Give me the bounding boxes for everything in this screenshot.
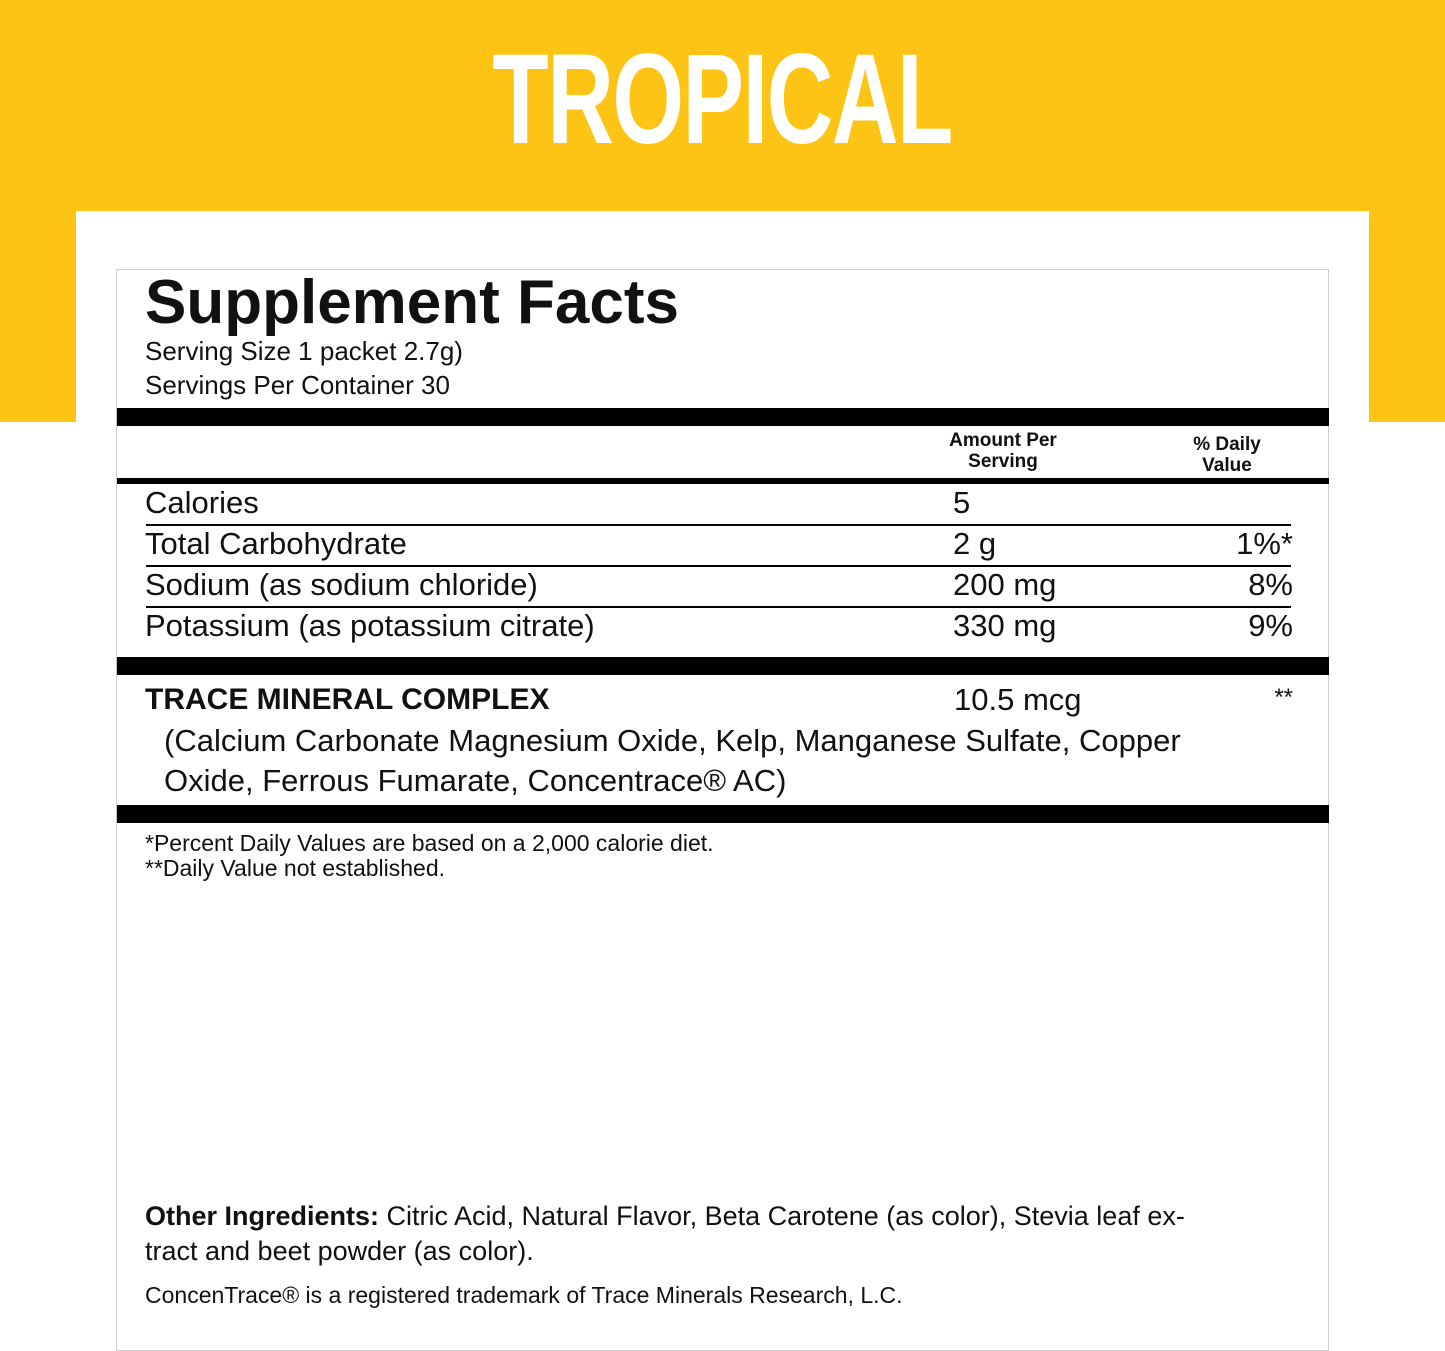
other-ingredients: Other Ingredients: Citric Acid, Natural … <box>145 1201 1185 1231</box>
row-amount: 200 mg <box>953 567 1057 602</box>
row-name: Calories <box>145 485 259 520</box>
divider-thick <box>117 408 1329 426</box>
row-amount: 5 <box>953 485 971 520</box>
complex-name: TRACE MINERAL COMPLEX <box>145 683 550 716</box>
serving-size: Serving Size 1 packet 2.7g) <box>145 336 463 366</box>
complex-dv: ** <box>1274 684 1293 711</box>
footnote: **Daily Value not established. <box>145 855 446 881</box>
row-name: Sodium (as sodium chloride) <box>145 567 538 602</box>
row-dv: 1%* <box>1236 526 1293 561</box>
row-name: Total Carbohydrate <box>145 526 407 561</box>
facts-title: Supplement Facts <box>145 268 679 337</box>
divider-thick <box>117 657 1329 675</box>
row-amount: 330 mg <box>953 608 1057 643</box>
complex-detail: Oxide, Ferrous Fumarate, Concentrace® AC… <box>164 763 787 798</box>
row-dv: 9% <box>1248 608 1293 643</box>
complex-detail: (Calcium Carbonate Magnesium Oxide, Kelp… <box>164 723 1181 758</box>
row-divider <box>146 565 1291 567</box>
amount-header: Amount Per Serving <box>949 430 1057 472</box>
complex-amount: 10.5 mcg <box>954 682 1082 717</box>
trademark-note: ConcenTrace® is a registered trademark o… <box>145 1282 903 1308</box>
daily-value-header: % Daily Value <box>1193 434 1261 476</box>
divider-medium <box>117 478 1329 484</box>
divider-thick <box>117 805 1329 823</box>
footnote: *Percent Daily Values are based on a 2,0… <box>145 830 714 856</box>
row-divider <box>146 606 1291 608</box>
row-amount: 2 g <box>953 526 997 561</box>
supplement-facts-label: Supplement Facts Serving Size 1 packet 2… <box>116 269 1329 1351</box>
row-name: Potassium (as potassium citrate) <box>145 608 595 643</box>
row-dv: 8% <box>1248 567 1293 602</box>
flavor-title: TROPICAL <box>492 28 954 171</box>
other-ingredients-cont: tract and beet powder (as color). <box>145 1236 534 1266</box>
row-divider <box>146 524 1291 526</box>
servings-per-container: Servings Per Container 30 <box>145 370 450 400</box>
